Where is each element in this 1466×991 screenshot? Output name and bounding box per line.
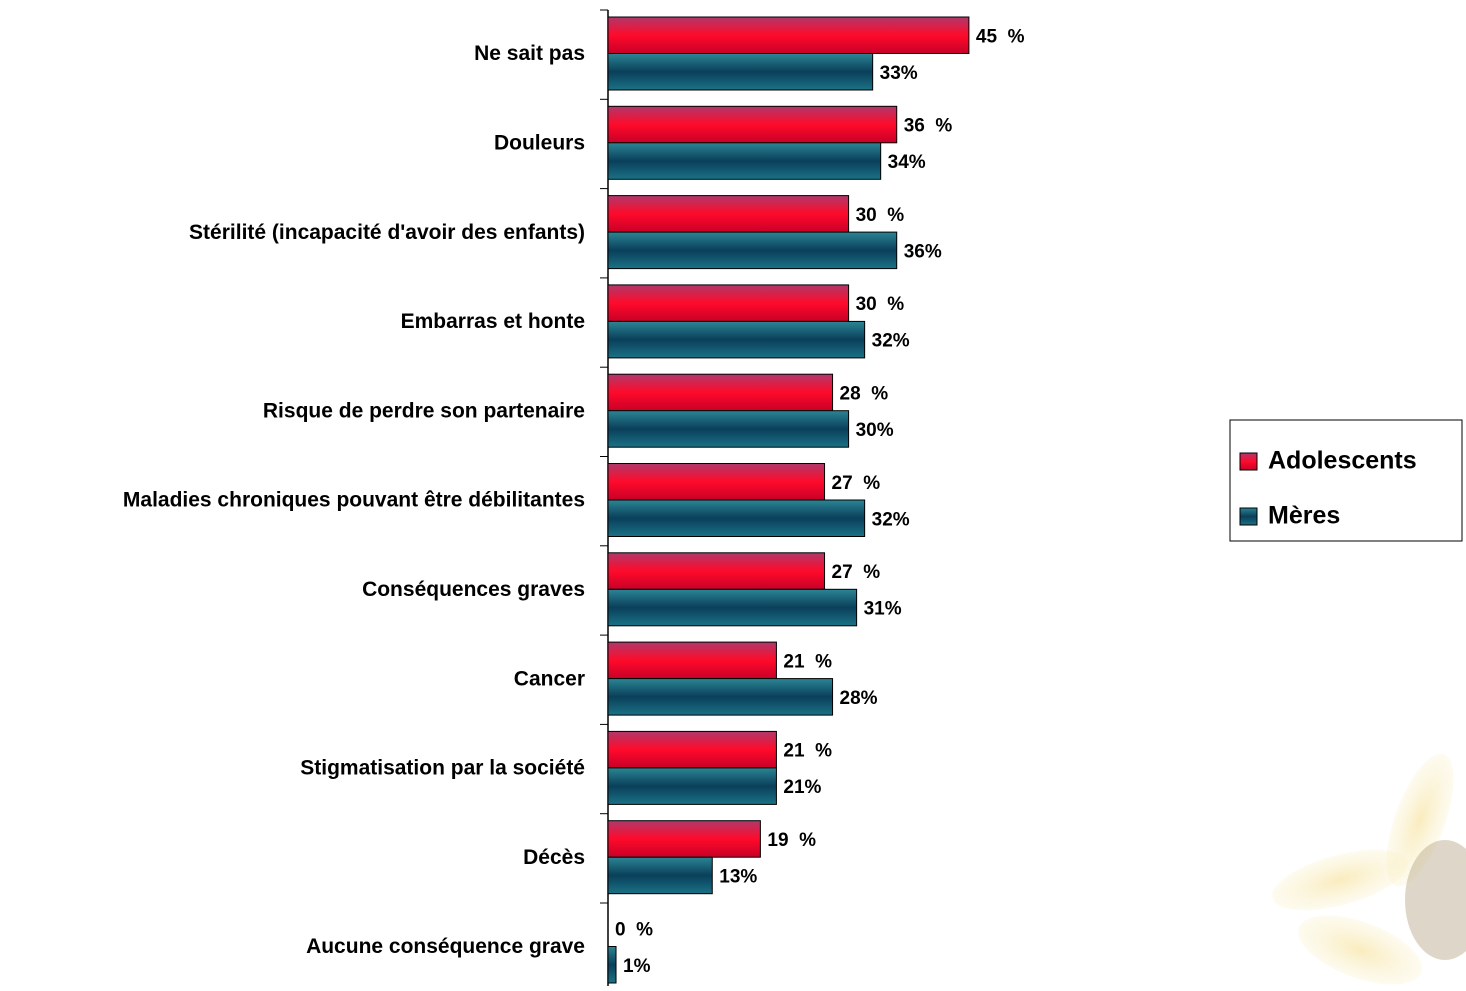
value-label: 45 % xyxy=(976,26,1025,47)
value-label: 19 % xyxy=(767,830,816,851)
value-label: 21 % xyxy=(783,651,832,672)
value-label: 13% xyxy=(719,866,757,887)
value-label: 36% xyxy=(904,241,942,262)
legend-swatch xyxy=(1240,453,1257,470)
category-label: Cancer xyxy=(514,667,585,690)
category-label: Ne sait pas xyxy=(474,42,585,65)
value-label: 30% xyxy=(856,420,894,441)
sunflower-decoration xyxy=(1266,746,1466,986)
bar xyxy=(608,947,616,984)
category-label: Stérilité (incapacité d'avoir des enfant… xyxy=(189,221,585,244)
value-label: 32% xyxy=(872,509,910,530)
value-label: 27 % xyxy=(832,562,881,583)
category-label: Stigmatisation par la société xyxy=(300,757,585,780)
bar xyxy=(608,679,833,716)
bar xyxy=(608,768,776,805)
value-label: 21% xyxy=(783,777,821,798)
value-label: 31% xyxy=(864,599,902,620)
bar xyxy=(608,196,849,233)
bar xyxy=(608,553,825,590)
bar xyxy=(608,106,897,143)
bar xyxy=(608,232,897,269)
bar xyxy=(608,285,849,322)
bar xyxy=(608,642,776,679)
category-label: Aucune conséquence grave xyxy=(306,935,585,958)
bar xyxy=(608,857,712,894)
value-label: 36 % xyxy=(904,116,953,137)
value-label: 30 % xyxy=(856,294,905,315)
legend-swatch xyxy=(1240,508,1257,525)
chart: Ne sait pas 45 % 33% Douleurs 36 % 34% Stérili… xyxy=(0,0,1466,986)
value-label: 33% xyxy=(880,63,918,84)
legend-box xyxy=(1230,420,1462,541)
value-label: 28% xyxy=(840,688,878,709)
value-label: 28 % xyxy=(840,383,889,404)
category-label: Douleurs xyxy=(494,131,585,154)
bar xyxy=(608,589,857,626)
bar xyxy=(608,321,865,358)
bar xyxy=(608,821,760,858)
value-label: 27 % xyxy=(832,473,881,494)
value-label: 32% xyxy=(872,331,910,352)
legend-label: Mères xyxy=(1268,502,1340,530)
category-label: Risque de perdre son partenaire xyxy=(263,399,585,422)
bar xyxy=(608,143,881,180)
value-label: 21 % xyxy=(783,741,832,762)
category-label: Décès xyxy=(523,846,585,869)
bar xyxy=(608,500,865,537)
bar xyxy=(608,411,849,448)
value-label: 30 % xyxy=(856,205,905,226)
category-label: Maladies chroniques pouvant être débilit… xyxy=(123,489,585,512)
bar xyxy=(608,17,969,54)
value-label: 0 % xyxy=(615,919,653,940)
bar xyxy=(608,54,873,91)
category-label: Embarras et honte xyxy=(401,310,585,333)
value-label: 1% xyxy=(623,956,651,977)
value-label: 34% xyxy=(888,152,926,173)
category-label: Conséquences graves xyxy=(362,578,585,601)
bar xyxy=(608,731,776,768)
bar xyxy=(608,374,833,411)
legend-label: Adolescents xyxy=(1268,447,1417,475)
bar xyxy=(608,464,825,501)
